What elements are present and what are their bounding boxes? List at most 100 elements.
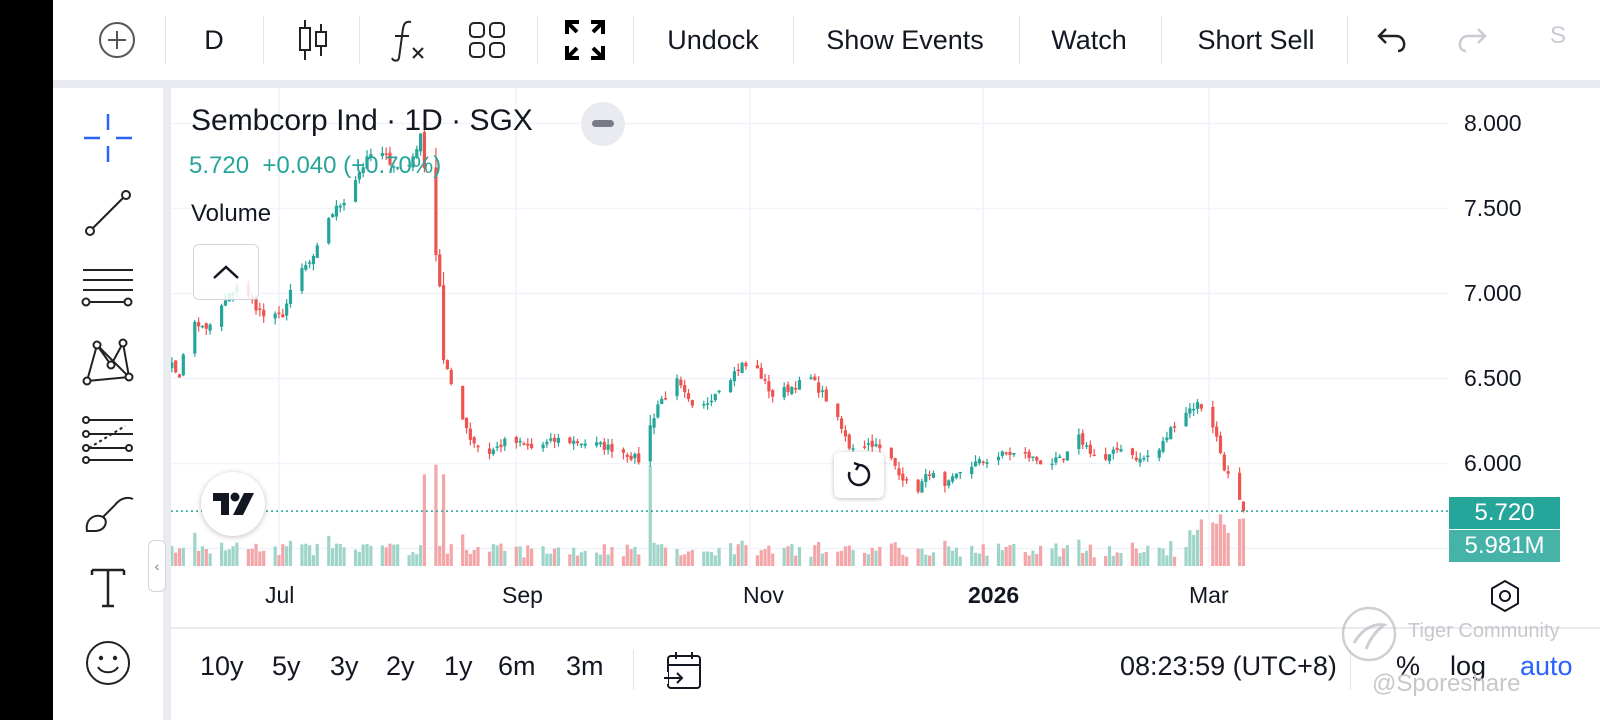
candle-body — [384, 153, 388, 155]
candle-body — [924, 474, 928, 482]
volume-bar — [541, 546, 545, 566]
candle-body — [870, 440, 874, 447]
undock-button[interactable]: Undock — [653, 14, 773, 66]
candle-body — [315, 245, 319, 258]
price-chart[interactable] — [171, 88, 1600, 628]
volume-bar — [285, 546, 289, 566]
pattern-tool[interactable] — [73, 333, 143, 393]
volume-bar — [950, 550, 955, 566]
candle-body — [1222, 454, 1226, 471]
candle-body — [759, 367, 763, 379]
candle-body — [411, 156, 415, 168]
volume-bar — [1169, 541, 1173, 566]
watch-button[interactable]: Watch — [1039, 14, 1139, 66]
candle-body — [683, 385, 687, 393]
volume-bar — [656, 544, 660, 566]
candle-body — [461, 385, 465, 420]
crosshair-icon — [84, 114, 132, 162]
chart-type-button[interactable] — [291, 14, 335, 66]
volume-bar — [625, 544, 629, 566]
volume-bar — [1134, 548, 1138, 566]
volume-bar — [1000, 550, 1004, 566]
candle-body — [1050, 463, 1054, 466]
symbol-title[interactable]: Sembcorp Ind · 1D · SGX — [191, 104, 533, 137]
volume-bar — [790, 543, 794, 566]
price-change: 5.720 +0.040 (+0.70%) — [189, 152, 441, 180]
brush-tool[interactable] — [73, 483, 143, 543]
sidebar-collapse-handle[interactable]: ‹ — [148, 540, 166, 592]
legend-settings-button[interactable] — [581, 102, 625, 146]
last-price-value: 5.720 — [189, 152, 250, 179]
legend-collapse-button[interactable] — [193, 244, 259, 300]
volume-bar — [472, 549, 476, 566]
volume-legend[interactable]: Volume — [191, 200, 272, 227]
redo-button[interactable] — [1449, 14, 1493, 66]
y-tick-label: 6.500 — [1464, 365, 1522, 391]
candle-body — [396, 167, 400, 169]
candle-body — [197, 322, 201, 327]
candle-body — [686, 393, 691, 400]
emoji-tool[interactable] — [73, 633, 143, 693]
go-to-date-button[interactable] — [662, 650, 706, 694]
volume-bar — [1104, 555, 1108, 566]
candle-body — [1211, 406, 1215, 428]
percent-toggle[interactable]: % — [1396, 651, 1421, 681]
volume-bar — [353, 549, 358, 566]
volume-bar — [503, 550, 507, 566]
show-events-button[interactable]: Show Events — [815, 14, 995, 66]
range-3m[interactable]: 3m — [566, 651, 604, 681]
add-symbol-button[interactable] — [93, 14, 141, 66]
volume-bar — [365, 543, 369, 566]
trend-line-tool[interactable] — [73, 183, 143, 243]
candle-body — [1218, 435, 1223, 454]
volume-bar — [771, 553, 775, 566]
timezone-clock[interactable]: 08:23:59 (UTC+8) — [1120, 651, 1337, 681]
candle-body — [1192, 408, 1196, 411]
range-6m[interactable]: 6m — [498, 651, 536, 681]
tradingview-logo[interactable] — [201, 472, 265, 536]
fullscreen-button[interactable] — [563, 14, 607, 66]
range-10y[interactable]: 10y — [200, 651, 244, 681]
volume-bar — [663, 547, 668, 566]
volume-bar — [943, 540, 947, 566]
volume-bar — [981, 544, 985, 566]
indicators-button[interactable] — [387, 14, 431, 66]
layout-button[interactable] — [465, 14, 509, 66]
volume-bar — [181, 547, 185, 566]
candle-body — [595, 442, 599, 446]
text-tool[interactable] — [73, 558, 143, 618]
cut-off-button[interactable]: S — [1543, 10, 1573, 62]
range-3y[interactable]: 3y — [330, 651, 359, 681]
undo-button[interactable] — [1371, 14, 1415, 66]
volume-bar — [464, 549, 469, 566]
volume-bar — [977, 553, 981, 566]
chart-panel[interactable]: Sembcorp Ind · 1D · SGX 5.720 +0.040 (+0… — [171, 88, 1600, 720]
range-2y[interactable]: 2y — [386, 651, 415, 681]
fib-tool[interactable] — [73, 408, 143, 468]
horizontal-lines-tool[interactable] — [73, 258, 143, 318]
interval-button[interactable]: D — [189, 14, 239, 66]
axis-settings-button[interactable] — [1487, 578, 1527, 618]
short-sell-button[interactable]: Short Sell — [1181, 14, 1331, 66]
plus-circle-icon — [99, 22, 135, 58]
candle-body — [556, 437, 560, 443]
candle-body — [889, 447, 893, 459]
volume-bar — [487, 551, 492, 566]
candle-body — [1039, 460, 1043, 465]
volume-bar — [660, 544, 664, 566]
volume-bar — [1065, 545, 1069, 566]
volume-bar — [683, 554, 687, 566]
watermark-author: @Sporeshare — [1372, 670, 1521, 697]
candle-body — [445, 360, 449, 370]
volume-bar — [1192, 534, 1196, 566]
candle-body — [472, 437, 476, 444]
volume-bar — [219, 542, 224, 566]
crosshair-tool[interactable] — [73, 108, 143, 168]
reset-chart-button[interactable] — [834, 452, 884, 498]
candle-body — [824, 389, 828, 402]
range-5y[interactable]: 5y — [272, 651, 301, 681]
log-toggle[interactable]: log — [1450, 651, 1487, 681]
candle-body — [610, 444, 614, 452]
range-1y[interactable]: 1y — [444, 651, 473, 681]
auto-toggle[interactable]: auto — [1520, 651, 1573, 681]
